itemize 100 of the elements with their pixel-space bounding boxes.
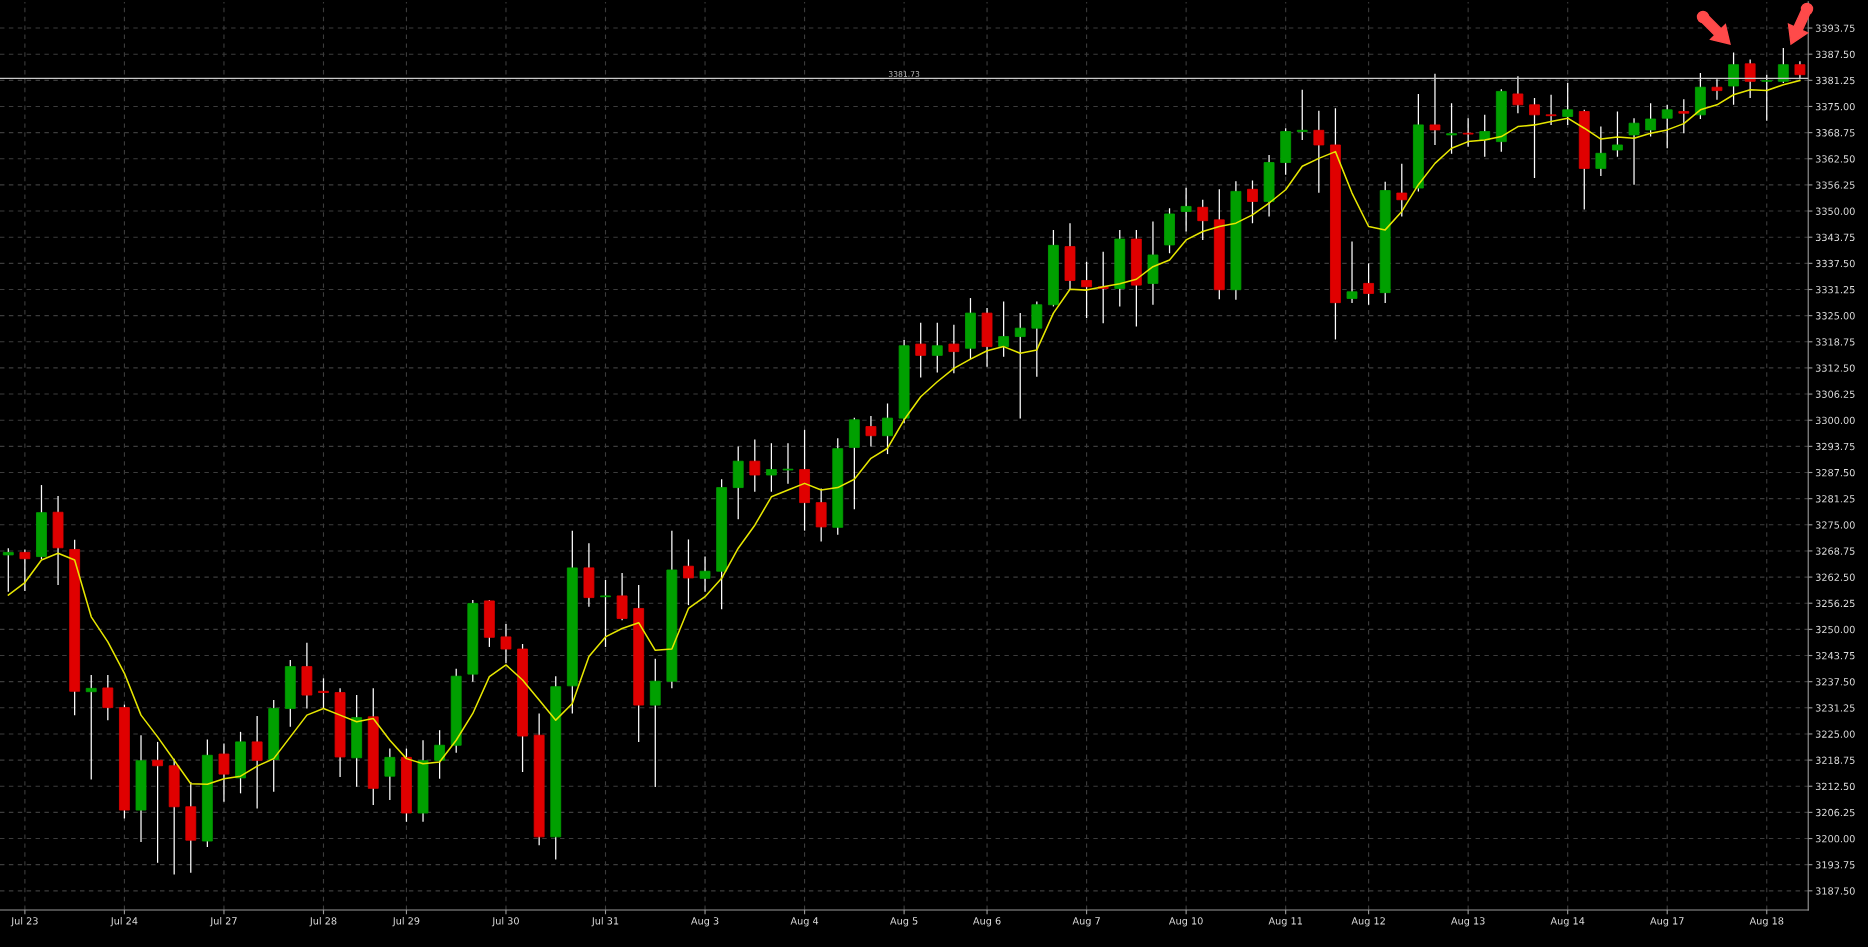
candlestick	[749, 438, 761, 493]
candlestick	[1346, 240, 1358, 304]
candlestick	[1512, 75, 1524, 114]
y-tick-label: 3187.50	[1815, 887, 1855, 895]
candlestick	[1247, 179, 1258, 224]
candlestick	[434, 729, 446, 780]
candlestick	[782, 442, 794, 485]
x-tick-label: Aug 11	[1268, 917, 1302, 927]
candlestick	[102, 674, 114, 721]
y-tick-label: 3212.50	[1815, 782, 1855, 791]
candlestick	[218, 742, 230, 803]
candlestick	[85, 674, 97, 781]
candlestick	[948, 324, 960, 374]
candlestick	[882, 402, 893, 455]
x-tick-label: Aug 18	[1749, 917, 1784, 927]
candlestick	[766, 442, 777, 493]
x-tick-label: Aug 3	[690, 917, 719, 927]
candlestick	[1197, 199, 1209, 241]
candlestick	[251, 715, 263, 810]
y-tick-label: 3300.00	[1815, 416, 1855, 425]
candlestick	[1429, 73, 1441, 146]
candlestick	[500, 623, 512, 664]
y-tick-label: 3331.25	[1815, 285, 1855, 294]
x-tick-label: Aug 14	[1550, 917, 1585, 927]
candlestick	[1628, 117, 1640, 186]
line-series	[7, 79, 1801, 785]
candlestick	[616, 572, 628, 621]
y-tick-label: 3387.50	[1815, 50, 1855, 59]
candlestick	[1744, 58, 1756, 99]
x-tick-label: Jul 31	[591, 917, 619, 927]
y-tick-label: 3362.50	[1815, 155, 1855, 163]
y-tick-label: 3343.75	[1815, 233, 1855, 242]
candlestick	[1014, 312, 1026, 420]
x-tick-label: Jul 30	[491, 917, 519, 927]
candlestick	[1645, 102, 1657, 138]
y-tick-label: 3350.00	[1815, 207, 1855, 215]
x-tick-label: Aug 10	[1168, 917, 1203, 927]
y-tick-label: 3243.75	[1815, 652, 1855, 660]
candlestick	[865, 415, 877, 448]
y-tick-label: 3250.00	[1815, 625, 1855, 634]
y-tick-label: 3262.50	[1815, 573, 1855, 581]
y-tick-label: 3281.25	[1815, 495, 1855, 503]
candlestick	[998, 300, 1010, 358]
x-tick-label: Aug 5	[890, 917, 918, 927]
candlestick	[1180, 187, 1192, 233]
x-tick-label: Jul 29	[392, 917, 420, 927]
candlestick	[1462, 117, 1474, 148]
candlestick	[1446, 102, 1457, 155]
candlestick	[1479, 114, 1491, 158]
y-tick-label: 3193.75	[1815, 861, 1855, 869]
candlestick	[1678, 98, 1690, 134]
candlestick	[600, 579, 611, 648]
x-tick-label: Aug 7	[1072, 917, 1100, 927]
candlestick	[683, 538, 694, 606]
candlestick	[1777, 47, 1789, 84]
y-tick-label: 3231.25	[1815, 704, 1855, 712]
candlestick	[1545, 94, 1557, 126]
x-tick-label: Aug 4	[790, 917, 819, 927]
candlestick	[1396, 163, 1408, 218]
y-tick-label: 3293.75	[1815, 442, 1855, 451]
y-tick-label: 3375.00	[1815, 102, 1855, 111]
candlestick	[1529, 97, 1540, 179]
candlestick	[1612, 110, 1623, 158]
y-tick-label: 3256.25	[1815, 599, 1855, 608]
candlestick	[1081, 261, 1092, 319]
candlestick	[699, 555, 711, 593]
y-tick-label: 3206.25	[1815, 808, 1855, 817]
y-tick-label: 3200.00	[1815, 835, 1855, 843]
candlestick	[2, 547, 14, 593]
y-tick-label: 3275.00	[1815, 521, 1855, 529]
x-tick-label: Aug 12	[1351, 917, 1385, 927]
candlestick	[1296, 89, 1308, 141]
y-tick-label: 3225.00	[1815, 730, 1855, 738]
y-tick-label: 3237.50	[1815, 678, 1855, 686]
x-tick-label: Jul 24	[110, 917, 138, 927]
x-tick-label: Aug 13	[1451, 917, 1485, 927]
candlestick	[931, 322, 943, 374]
x-tick-label: Jul 28	[309, 917, 337, 927]
y-tick-label: 3337.50	[1815, 259, 1855, 268]
y-tick-label: 3218.75	[1815, 756, 1855, 764]
y-tick-label: 3306.25	[1815, 390, 1855, 398]
y-tick-label: 3381.25	[1815, 76, 1855, 85]
x-tick-label: Jul 23	[10, 917, 38, 927]
x-tick-label: Jul 27	[209, 917, 237, 927]
x-tick-label: Aug 17	[1650, 917, 1684, 927]
y-tick-label: 3312.50	[1815, 364, 1855, 372]
candlestick	[915, 322, 927, 379]
y-tick-label: 3287.50	[1815, 468, 1855, 477]
y-tick-label: 3268.75	[1815, 547, 1855, 555]
x-tick-label: Aug 6	[973, 917, 1001, 927]
candlestick	[1363, 262, 1375, 306]
y-tick-label: 3393.75	[1815, 24, 1855, 32]
candlestick	[1728, 51, 1739, 106]
candlestick	[1595, 125, 1607, 177]
candlestick	[1562, 82, 1574, 126]
candlestick	[1661, 104, 1673, 149]
candlestick	[384, 747, 396, 801]
y-tick-label: 3325.00	[1815, 312, 1855, 320]
candlestick	[649, 658, 661, 788]
candlestick	[318, 677, 329, 710]
